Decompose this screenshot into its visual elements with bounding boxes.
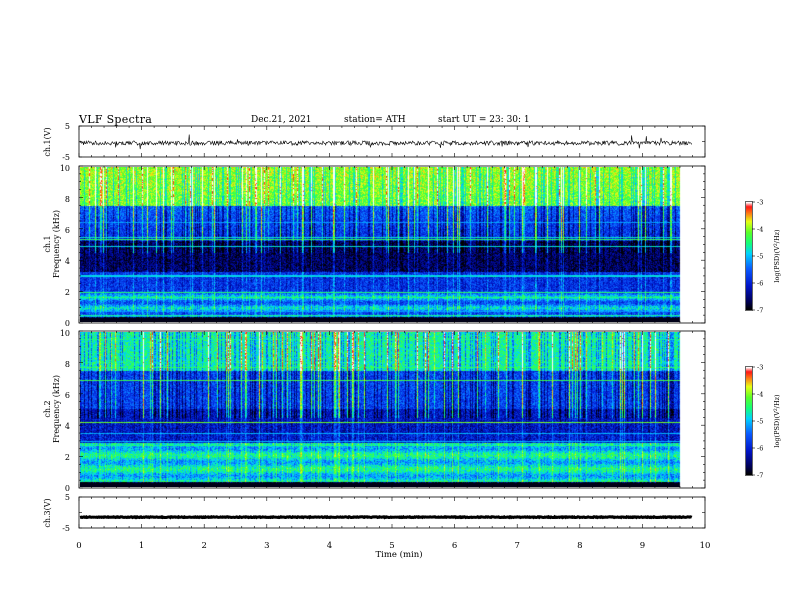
ch3-wave-ytick-bottom: -5	[62, 524, 70, 533]
ch2-ylabel: ch.2Frequency (kHz)	[43, 375, 61, 443]
station-label: station= ATH	[344, 115, 406, 125]
ch1-waveform-line	[79, 134, 693, 150]
colorbar-tick-label: -7	[757, 472, 763, 480]
ch1-wave-ytick-top: 5	[65, 122, 70, 131]
ch2-colorbar-label: log(PSD)(V2/Hz)	[773, 394, 781, 448]
ch2-ytick-6: 6	[65, 391, 70, 400]
ch1-ylabel: ch.1Frequency (kHz)	[43, 210, 61, 278]
ch1-wave-ytick-bottom: -5	[62, 153, 70, 162]
x-axis-label: Time (min)	[375, 549, 422, 560]
x-tick-label: 3	[264, 541, 269, 551]
colorbar-tick-label: -7	[757, 307, 763, 315]
waveform-trace	[79, 134, 693, 150]
ch1-colorbar-frame	[745, 201, 753, 311]
ch1-ytick-0: 0	[65, 319, 70, 328]
ch2-ytick-0: 0	[65, 484, 70, 493]
colorbar-tick-label: -4	[757, 391, 763, 399]
ch2-ytick-8: 8	[65, 360, 70, 369]
ch2-ytick-4: 4	[65, 422, 70, 431]
date-label: Dec.21, 2021	[251, 115, 312, 125]
ch2-spectrogram-frame	[78, 330, 706, 489]
x-tick-label: 1	[139, 541, 144, 551]
ch2-ytick-10: 10	[60, 329, 70, 338]
ch2-colorbar-frame	[745, 366, 753, 476]
ch1-colorbar	[746, 202, 752, 310]
colorbar-tick-label: -6	[757, 445, 763, 453]
x-tick-label: 0	[76, 541, 81, 551]
x-tick-label: 8	[577, 541, 582, 551]
ch1-ytick-6: 6	[65, 226, 70, 235]
ch3-waveform-line	[79, 514, 693, 520]
ch1-spectrogram-frame	[78, 165, 706, 324]
colorbar-tick-label: -5	[757, 253, 763, 261]
colorbar-tick-label: -3	[757, 199, 763, 207]
axis-ticks	[78, 125, 706, 529]
ch1-colorbar-label: log(PSD)(V2/Hz)	[773, 229, 781, 283]
colorbar-tick-label: -6	[757, 280, 763, 288]
ch2-colorbar	[746, 367, 752, 475]
ch1-colorbar-ticks: -3 -4 -5 -6 -7	[752, 199, 763, 315]
x-tick-label: 9	[640, 541, 645, 551]
x-tick-label: 6	[452, 541, 457, 551]
waveform-trace	[79, 514, 693, 520]
ch3-wave-ylabel: ch.3(V)	[43, 498, 52, 527]
x-tick-label: 2	[201, 541, 206, 551]
x-tick-label: 10	[700, 541, 711, 551]
ch1-ytick-8: 8	[65, 195, 70, 204]
ch1-spectrogram	[80, 167, 692, 322]
colorbar-tick-label: -3	[757, 364, 763, 372]
ch1-wave-ylabel: ch.1(V)	[43, 127, 52, 156]
chart-title: VLF Spectra	[79, 113, 153, 126]
x-tick-label: 4	[327, 541, 332, 551]
x-tick-label: 7	[514, 541, 519, 551]
x-tick-label: 5	[389, 541, 394, 551]
ch3-wave-ytick-top: 5	[65, 493, 70, 502]
colorbar-tick-label: -4	[757, 226, 763, 234]
colorbar-tick-label: -5	[757, 418, 763, 426]
ch1-ytick-2: 2	[65, 288, 70, 297]
ch2-colorbar-ticks: -3 -4 -5 -6 -7	[752, 364, 763, 480]
ch1-ytick-4: 4	[65, 257, 70, 266]
ch2-ytick-2: 2	[65, 453, 70, 462]
ch1-ytick-10: 10	[60, 164, 70, 173]
ch2-spectrogram	[80, 332, 692, 487]
start-time-label: start UT = 23: 30: 1	[438, 115, 530, 125]
ch3-waveform-frame	[78, 496, 706, 529]
x-tick-labels: 0 1 2 3 4 5 6 7 8 9 10	[76, 541, 710, 551]
